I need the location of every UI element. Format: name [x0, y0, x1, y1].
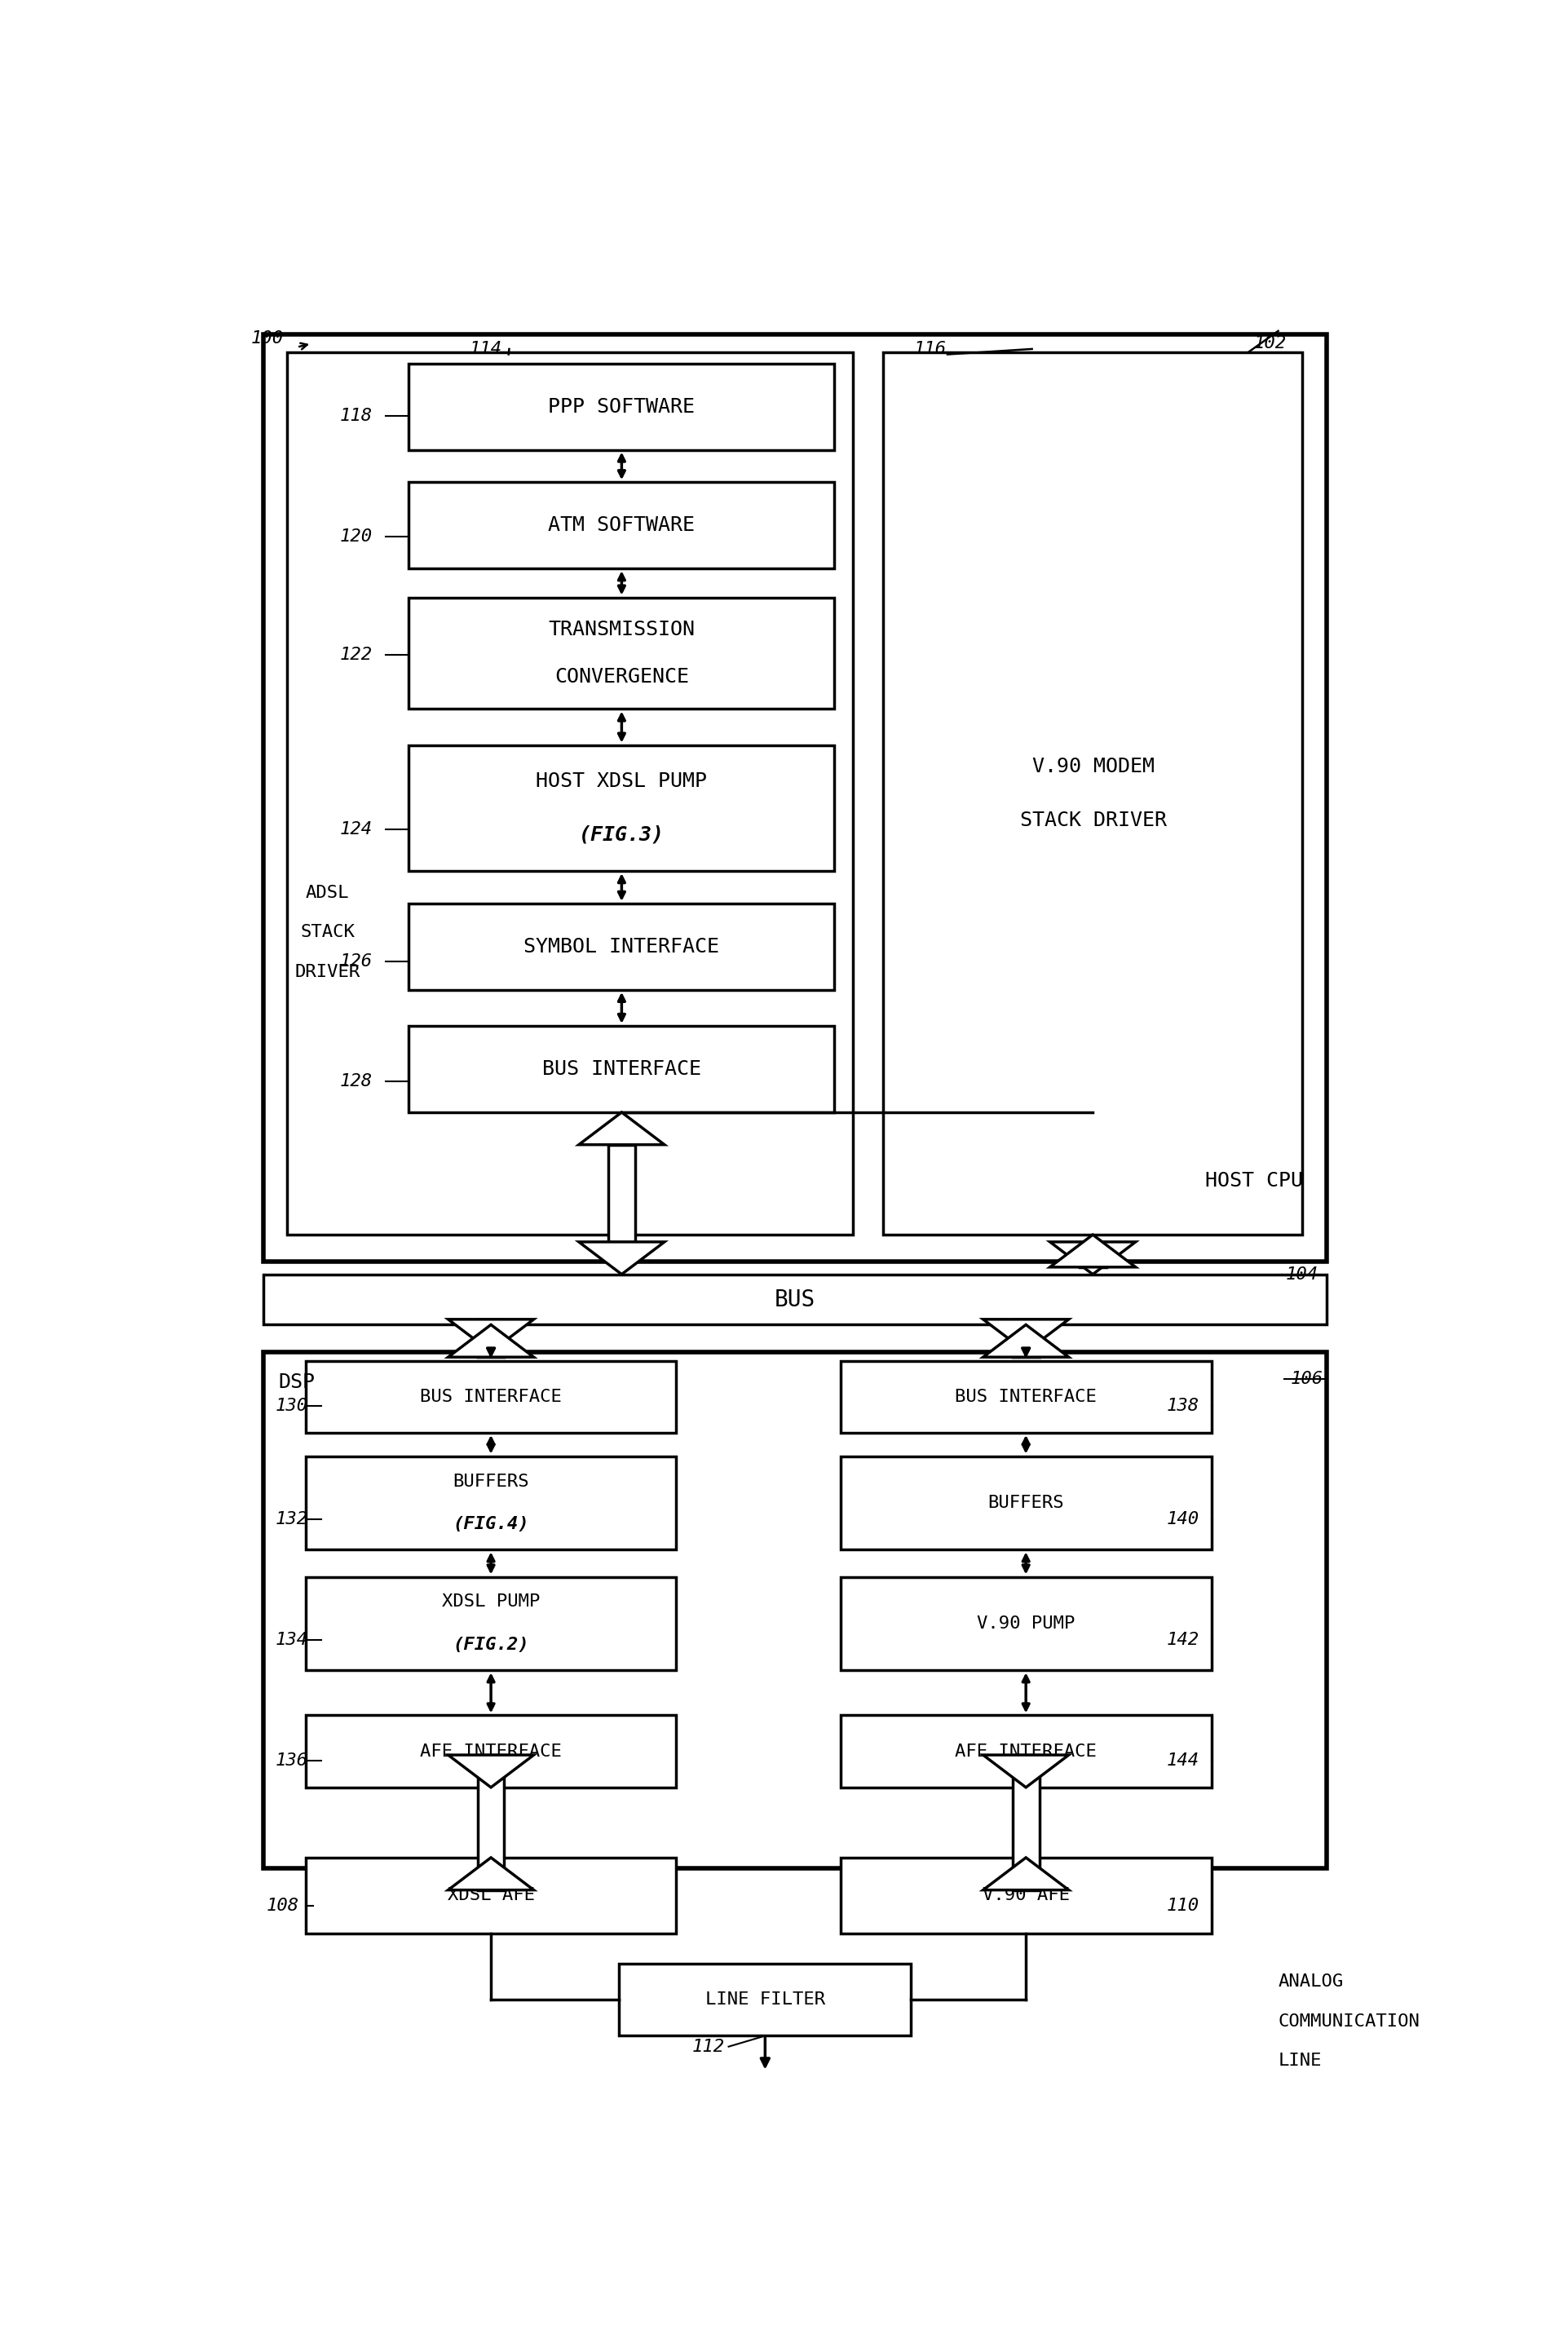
- Text: 124: 124: [339, 821, 372, 837]
- Text: BUS INTERFACE: BUS INTERFACE: [543, 1059, 701, 1078]
- Text: 118: 118: [339, 407, 372, 423]
- Polygon shape: [1049, 1234, 1135, 1267]
- Text: 104: 104: [1284, 1267, 1317, 1284]
- Polygon shape: [448, 1326, 533, 1356]
- Text: BUFFERS: BUFFERS: [988, 1494, 1063, 1510]
- FancyBboxPatch shape: [306, 1716, 676, 1786]
- Text: V.90 AFE: V.90 AFE: [982, 1887, 1069, 1903]
- Text: XDSL AFE: XDSL AFE: [447, 1887, 535, 1903]
- Text: STACK: STACK: [299, 924, 354, 940]
- Text: 134: 134: [274, 1632, 307, 1648]
- FancyBboxPatch shape: [409, 482, 834, 568]
- Text: ADSL: ADSL: [306, 884, 350, 900]
- Text: ANALOG: ANALOG: [1278, 1973, 1342, 1990]
- Polygon shape: [448, 1756, 533, 1786]
- Text: BUFFERS: BUFFERS: [453, 1473, 528, 1489]
- Text: DSP: DSP: [279, 1372, 315, 1391]
- Text: 138: 138: [1165, 1398, 1198, 1414]
- Text: 116: 116: [913, 341, 946, 358]
- Text: BUS INTERFACE: BUS INTERFACE: [420, 1389, 561, 1405]
- Polygon shape: [448, 1319, 533, 1351]
- Text: (FIG.4): (FIG.4): [453, 1517, 528, 1534]
- Text: STACK DRIVER: STACK DRIVER: [1019, 811, 1167, 830]
- Text: (FIG.2): (FIG.2): [453, 1637, 528, 1653]
- Text: PPP SOFTWARE: PPP SOFTWARE: [547, 397, 695, 416]
- Text: AFE INTERFACE: AFE INTERFACE: [955, 1744, 1096, 1761]
- Text: 130: 130: [274, 1398, 307, 1414]
- Text: 106: 106: [1289, 1370, 1322, 1386]
- Text: 122: 122: [339, 648, 372, 664]
- FancyBboxPatch shape: [263, 334, 1327, 1263]
- Text: 136: 136: [274, 1751, 307, 1768]
- FancyBboxPatch shape: [409, 1026, 834, 1113]
- FancyBboxPatch shape: [263, 1274, 1327, 1326]
- FancyBboxPatch shape: [840, 1361, 1210, 1433]
- Polygon shape: [477, 1319, 503, 1356]
- Text: V.90 MODEM: V.90 MODEM: [1032, 758, 1154, 776]
- Text: 100: 100: [251, 330, 284, 346]
- Polygon shape: [579, 1113, 665, 1146]
- Polygon shape: [1011, 1756, 1038, 1889]
- Text: LINE: LINE: [1278, 2053, 1322, 2069]
- Text: 114: 114: [469, 341, 502, 358]
- Text: 140: 140: [1165, 1510, 1198, 1527]
- FancyBboxPatch shape: [619, 1964, 911, 2036]
- Text: 142: 142: [1165, 1632, 1198, 1648]
- Text: 110: 110: [1165, 1898, 1198, 1915]
- Polygon shape: [983, 1756, 1068, 1786]
- Text: XDSL PUMP: XDSL PUMP: [442, 1595, 539, 1611]
- FancyBboxPatch shape: [883, 353, 1301, 1234]
- Text: ATM SOFTWARE: ATM SOFTWARE: [547, 517, 695, 535]
- Polygon shape: [448, 1859, 533, 1889]
- Polygon shape: [983, 1319, 1068, 1351]
- Text: COMMUNICATION: COMMUNICATION: [1278, 2013, 1419, 2029]
- Text: TRANSMISSION: TRANSMISSION: [547, 620, 695, 641]
- Text: (FIG.3): (FIG.3): [579, 825, 665, 844]
- FancyBboxPatch shape: [306, 1361, 676, 1433]
- FancyBboxPatch shape: [409, 362, 834, 449]
- FancyBboxPatch shape: [263, 1351, 1327, 1868]
- FancyBboxPatch shape: [306, 1457, 676, 1550]
- Text: AFE INTERFACE: AFE INTERFACE: [420, 1744, 561, 1761]
- Text: 108: 108: [267, 1898, 299, 1915]
- Text: HOST CPU: HOST CPU: [1204, 1171, 1301, 1190]
- Text: 144: 144: [1165, 1751, 1198, 1768]
- FancyBboxPatch shape: [287, 353, 853, 1234]
- Text: SYMBOL INTERFACE: SYMBOL INTERFACE: [524, 938, 720, 956]
- Text: HOST XDSL PUMP: HOST XDSL PUMP: [536, 772, 707, 790]
- FancyBboxPatch shape: [840, 1457, 1210, 1550]
- Text: LINE FILTER: LINE FILTER: [704, 1992, 825, 2008]
- FancyBboxPatch shape: [409, 746, 834, 872]
- FancyBboxPatch shape: [840, 1859, 1210, 1934]
- Text: DRIVER: DRIVER: [295, 963, 361, 980]
- Polygon shape: [983, 1859, 1068, 1889]
- Polygon shape: [477, 1756, 503, 1889]
- FancyBboxPatch shape: [409, 902, 834, 989]
- Text: 126: 126: [339, 954, 372, 970]
- FancyBboxPatch shape: [409, 599, 834, 708]
- Text: 112: 112: [691, 2039, 724, 2055]
- Polygon shape: [608, 1146, 635, 1241]
- Text: BUS: BUS: [775, 1288, 815, 1312]
- Polygon shape: [983, 1326, 1068, 1356]
- FancyBboxPatch shape: [306, 1576, 676, 1669]
- FancyBboxPatch shape: [306, 1859, 676, 1934]
- Text: CONVERGENCE: CONVERGENCE: [554, 666, 688, 687]
- Text: BUS INTERFACE: BUS INTERFACE: [955, 1389, 1096, 1405]
- Polygon shape: [1079, 1241, 1105, 1267]
- Text: 120: 120: [339, 528, 372, 545]
- Text: V.90 PUMP: V.90 PUMP: [977, 1616, 1074, 1632]
- FancyBboxPatch shape: [840, 1716, 1210, 1786]
- Polygon shape: [1011, 1319, 1038, 1356]
- Polygon shape: [579, 1241, 665, 1274]
- Text: 102: 102: [1253, 334, 1286, 351]
- Polygon shape: [1049, 1241, 1135, 1274]
- Text: 128: 128: [339, 1073, 372, 1090]
- Text: 132: 132: [274, 1510, 307, 1527]
- FancyBboxPatch shape: [840, 1576, 1210, 1669]
